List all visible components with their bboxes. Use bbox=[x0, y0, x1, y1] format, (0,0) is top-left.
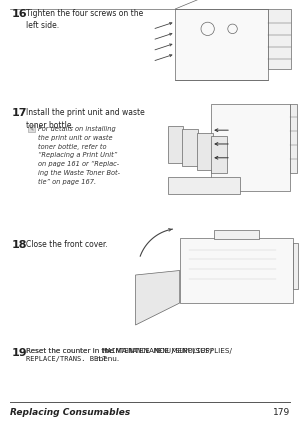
Bar bbox=[168, 177, 240, 195]
Bar bbox=[214, 230, 259, 239]
Text: 19: 19 bbox=[12, 347, 28, 357]
Text: Tighten the four screws on the
left side.: Tighten the four screws on the left side… bbox=[26, 9, 143, 30]
Bar bbox=[180, 239, 293, 303]
Text: menu.: menu. bbox=[94, 355, 119, 361]
Text: Reset the counter in the: Reset the counter in the bbox=[26, 347, 116, 353]
Text: 179: 179 bbox=[273, 407, 290, 416]
Bar bbox=[197, 133, 212, 170]
Bar bbox=[293, 243, 298, 289]
Bar bbox=[168, 127, 184, 163]
Text: Replacing Consumables: Replacing Consumables bbox=[10, 407, 130, 416]
Bar bbox=[211, 137, 227, 174]
Text: MAINTENANCE MENU/SUPPLIES/: MAINTENANCE MENU/SUPPLIES/ bbox=[103, 347, 214, 353]
Bar bbox=[182, 130, 198, 167]
Text: 17: 17 bbox=[12, 108, 28, 118]
Bar bbox=[28, 126, 35, 132]
Text: 16: 16 bbox=[12, 9, 28, 19]
Bar bbox=[268, 10, 291, 70]
Text: REPLACE/TRANS. BELT: REPLACE/TRANS. BELT bbox=[26, 355, 107, 361]
Polygon shape bbox=[136, 271, 180, 325]
Bar bbox=[176, 10, 268, 81]
Text: Close the front cover.: Close the front cover. bbox=[26, 239, 108, 248]
Bar bbox=[211, 105, 290, 191]
Text: For details on installing
the print unit or waste
toner bottle, refer to
“Replac: For details on installing the print unit… bbox=[38, 126, 120, 184]
Text: 18: 18 bbox=[12, 239, 28, 249]
Text: ✎: ✎ bbox=[29, 127, 34, 132]
Text: Reset the counter in the: Reset the counter in the bbox=[26, 347, 116, 353]
Bar bbox=[290, 105, 297, 174]
Text: Install the print unit and waste
toner bottle.: Install the print unit and waste toner b… bbox=[26, 108, 145, 129]
Text: Reset the counter in the MAINTENANCE MENU/SUPPLIES/: Reset the counter in the MAINTENANCE MEN… bbox=[26, 347, 232, 353]
